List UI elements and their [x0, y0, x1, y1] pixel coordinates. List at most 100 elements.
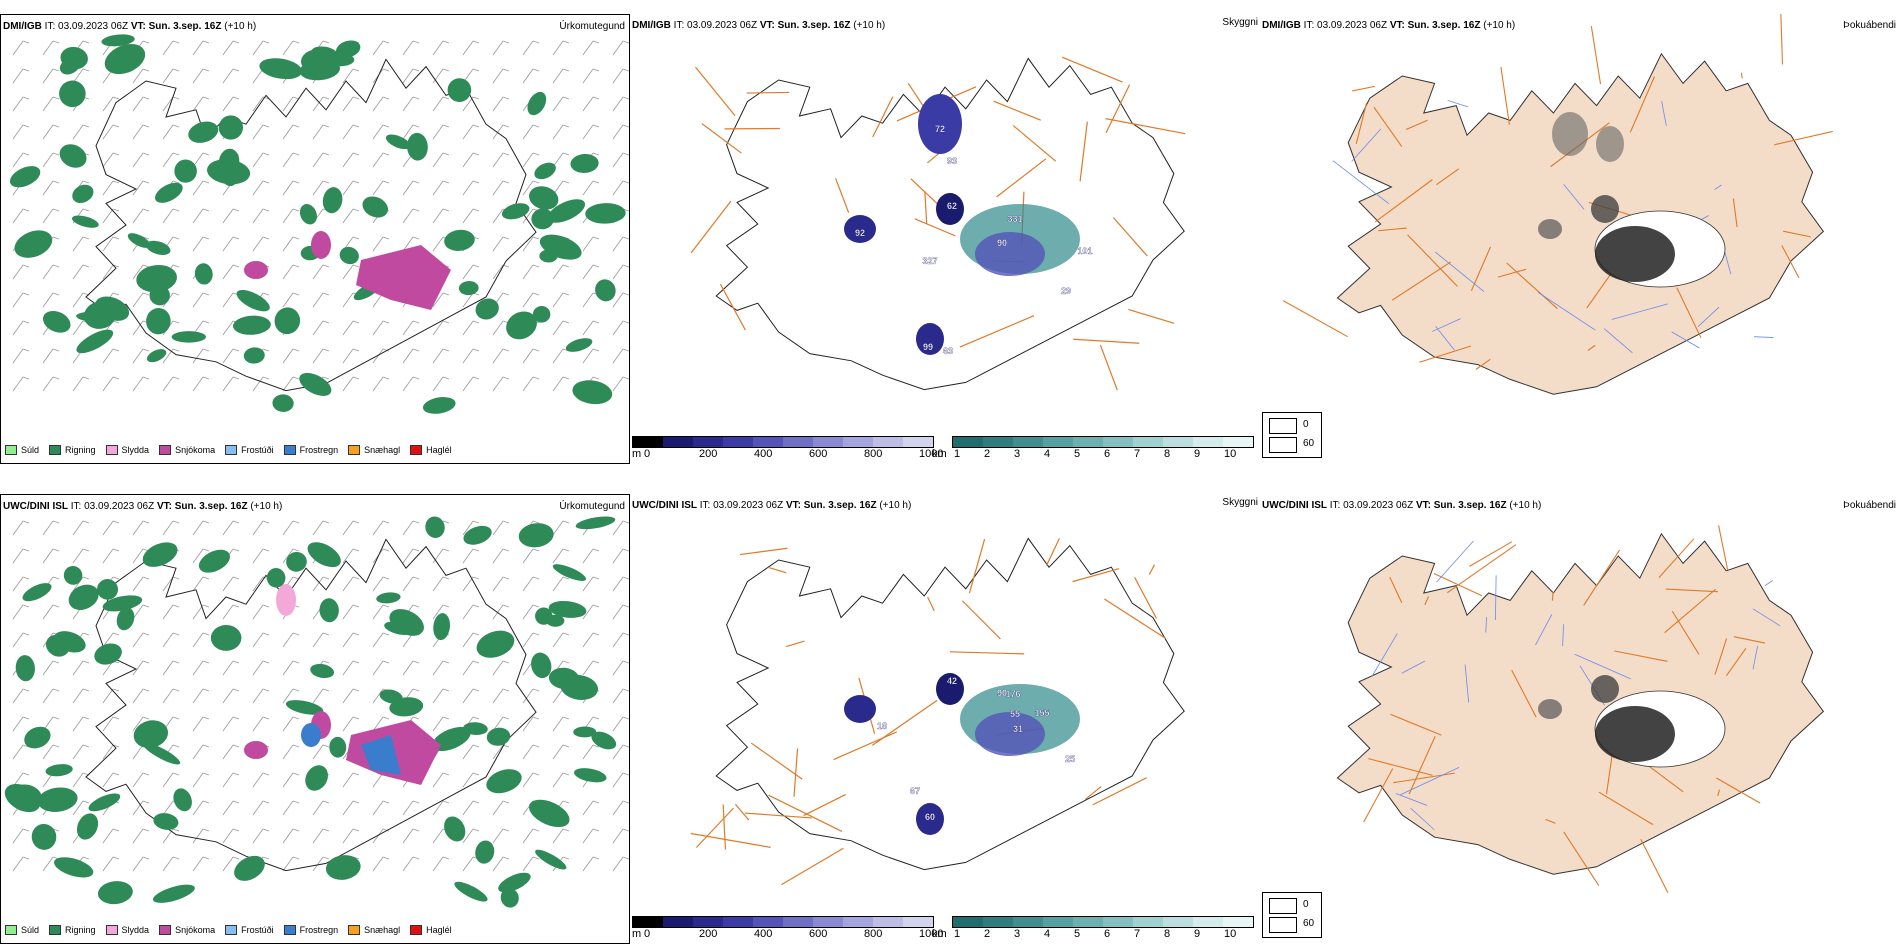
lead-time: (+10 h): [1509, 500, 1542, 511]
vt-label: VT:: [1389, 20, 1405, 31]
legend-swatch: [5, 925, 17, 935]
colorbar-tick: 4: [1044, 928, 1051, 940]
colorbar-bin: [1103, 437, 1133, 447]
colorbar-bin: [633, 917, 663, 927]
fog-key-low-label: 60: [1303, 438, 1315, 449]
colorbar-tick: 6: [1104, 448, 1111, 460]
visibility-value-label: 42: [947, 676, 957, 686]
legend-swatch: [5, 445, 17, 455]
lead-time: (+10 h): [224, 21, 257, 32]
visibility-value-label: 155: [1034, 708, 1049, 718]
colorbar-metres: [632, 436, 934, 448]
panel-title: Úrkomutegund: [559, 501, 625, 512]
fog-map: [1336, 525, 1825, 893]
colorbar-bin: [983, 917, 1013, 927]
panel-title: Skyggni: [1222, 17, 1258, 28]
colorbar-bin: [1223, 917, 1253, 927]
fog-key: 0 60: [1262, 412, 1322, 458]
fog-key-low-swatch: [1269, 917, 1297, 933]
legend-label: Rigning: [65, 445, 96, 455]
colorbar-unit: m: [632, 928, 642, 940]
colorbar-tick: 600: [809, 928, 828, 940]
legend-swatch: [105, 925, 118, 935]
colorbar-metres: [632, 916, 934, 928]
legend-swatch: [348, 445, 361, 455]
legend-swatch: [49, 925, 62, 935]
model-name: UWC/DINI ISL: [3, 501, 68, 512]
colorbar-unit: km: [932, 928, 947, 940]
legend-item: Rigning: [49, 925, 96, 935]
colorbar-bin: [1133, 437, 1163, 447]
it-value: 03.09.2023 06Z: [84, 501, 155, 512]
colorbar-unit: m: [632, 448, 642, 460]
legend-item: Frostúði: [225, 925, 274, 935]
fog-key-high-swatch: [1269, 898, 1297, 914]
colorbar-tick: 9: [1194, 448, 1201, 460]
colorbar-bin: [903, 917, 933, 927]
it-label: IT:: [673, 20, 685, 31]
colorbar-bin: [783, 437, 813, 447]
model-name: DMI/IGB: [632, 20, 671, 31]
legend-swatch: [159, 925, 172, 935]
colorbar-bin: [753, 437, 783, 447]
visibility-value-label: 93: [947, 156, 957, 166]
visibility-value-label: 62: [947, 201, 957, 211]
colorbar-tick: 2: [984, 928, 991, 940]
colorbar-bin: [723, 917, 753, 927]
panel-header: UWC/DINI ISL IT: 03.09.2023 06Z VT: Sun.…: [632, 497, 1258, 514]
legend-label: Snæhagl: [364, 925, 401, 935]
colorbar-bin: [1133, 917, 1163, 927]
colorbar-tick: 200: [699, 448, 718, 460]
colorbar-tick: 1: [954, 928, 961, 940]
visibility-map: 42 176 155 55 31 25 67 60 90 18: [690, 537, 1185, 886]
colorbar-tick: 8: [1164, 448, 1171, 460]
colorbar-km: [952, 916, 1254, 928]
vt-value: Sun. 3.sep. 16Z: [777, 20, 851, 31]
legend-swatch: [225, 445, 238, 455]
colorbar-bin: [723, 437, 753, 447]
colorbar-bin: [813, 917, 843, 927]
colorbar-unit: km: [932, 448, 947, 460]
colorbar-tick: 9: [1194, 928, 1201, 940]
legend-label: Haglél: [426, 925, 452, 935]
legend-label: Rigning: [65, 925, 96, 935]
colorbar-tick: 2: [984, 448, 991, 460]
fog-panel-uwc: UWC/DINI ISL IT: 03.09.2023 06Z VT: Sun.…: [1260, 494, 1900, 944]
visibility-colorbar: m 0 200 400 600 800 1000 km 1 2 3 4 5 6 7 8 9 10: [630, 434, 1270, 464]
colorbar-bin: [1013, 437, 1043, 447]
visibility-value-label: 63: [943, 346, 953, 356]
visibility-value-label: 90: [997, 688, 1007, 698]
it-value: 03.09.2023 06Z: [1317, 20, 1388, 31]
legend-swatch: [105, 445, 118, 455]
legend-label: Frostregn: [299, 445, 339, 455]
colorbar-bin: [693, 437, 723, 447]
panel-header: DMI/IGB IT: 03.09.2023 06Z VT: Sun. 3.se…: [632, 17, 1258, 34]
lead-time: (+10 h): [853, 20, 886, 31]
legend-swatch: [159, 445, 172, 455]
fog-key: 0 60: [1262, 892, 1322, 938]
colorbar-tick: 6: [1104, 928, 1111, 940]
visibility-value-label: 176: [1005, 689, 1020, 699]
colorbar-tick: 7: [1134, 448, 1141, 460]
colorbar-km: [952, 436, 1254, 448]
lead-time: (+10 h): [879, 500, 912, 511]
model-name: DMI/IGB: [1262, 20, 1301, 31]
lead-time: (+10 h): [1483, 20, 1516, 31]
legend-item: Snæhagl: [348, 925, 400, 935]
legend-item: Frostúði: [225, 445, 274, 455]
colorbar-bin: [983, 437, 1013, 447]
vt-label: VT:: [785, 500, 801, 511]
colorbar-bin: [1163, 437, 1193, 447]
legend-label: Haglél: [426, 445, 452, 455]
colorbar-tick: 10: [1224, 448, 1237, 460]
colorbar-tick: 3: [1014, 928, 1021, 940]
legend-item: Slydda: [105, 925, 149, 935]
fog-key-high-label: 0: [1303, 899, 1309, 910]
panel-title: Þokuábendi: [1843, 20, 1896, 31]
colorbar-bin: [843, 917, 873, 927]
colorbar-bin: [843, 437, 873, 447]
visibility-value-label: 99: [923, 342, 933, 352]
legend-item: Rigning: [49, 445, 96, 455]
colorbar-bin: [953, 437, 983, 447]
colorbar-bin: [1163, 917, 1193, 927]
